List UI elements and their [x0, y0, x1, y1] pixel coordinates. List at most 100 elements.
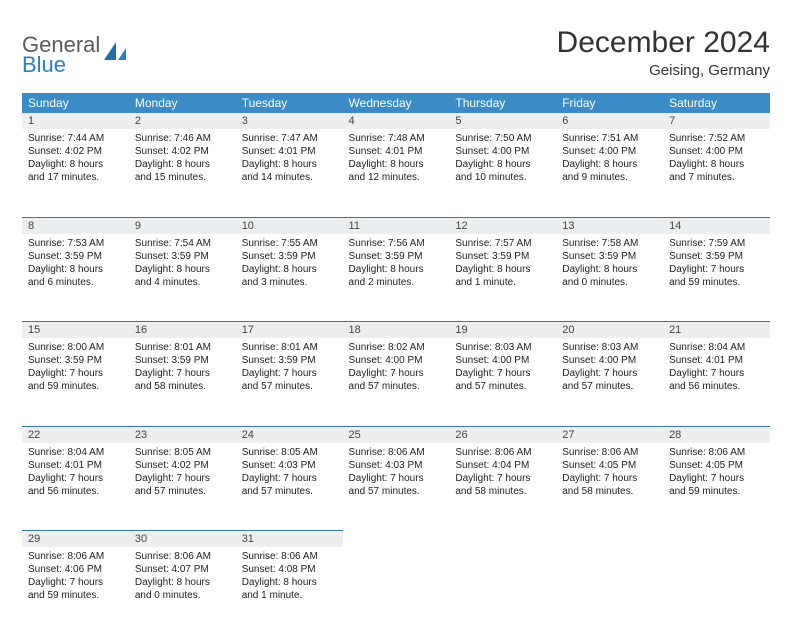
week-daynum-row: 15161718192021 — [22, 322, 770, 339]
day-number-cell: 18 — [343, 322, 450, 339]
week-content-row: Sunrise: 7:44 AMSunset: 4:02 PMDaylight:… — [22, 129, 770, 217]
week-daynum-row: 293031 — [22, 531, 770, 548]
day-content-cell: Sunrise: 8:06 AMSunset: 4:04 PMDaylight:… — [449, 443, 556, 531]
col-saturday: Saturday — [663, 93, 770, 113]
day-d1: Daylight: 7 hours — [242, 367, 337, 380]
day-sr: Sunrise: 8:02 AM — [349, 341, 444, 354]
day-d2: and 58 minutes. — [562, 485, 657, 498]
day-content-cell: Sunrise: 8:06 AMSunset: 4:06 PMDaylight:… — [22, 547, 129, 635]
day-ss: Sunset: 4:01 PM — [349, 145, 444, 158]
day-content-cell: Sunrise: 8:01 AMSunset: 3:59 PMDaylight:… — [236, 338, 343, 426]
day-number-cell: 1 — [22, 113, 129, 129]
day-d2: and 59 minutes. — [669, 276, 764, 289]
day-d1: Daylight: 7 hours — [135, 367, 230, 380]
day-content-cell — [343, 547, 450, 635]
day-ss: Sunset: 3:59 PM — [242, 250, 337, 263]
day-sr: Sunrise: 8:06 AM — [28, 550, 123, 563]
col-monday: Monday — [129, 93, 236, 113]
day-d1: Daylight: 7 hours — [455, 472, 550, 485]
day-d2: and 1 minute. — [242, 589, 337, 602]
day-d2: and 4 minutes. — [135, 276, 230, 289]
day-sr: Sunrise: 8:06 AM — [562, 446, 657, 459]
day-content-cell: Sunrise: 8:06 AMSunset: 4:05 PMDaylight:… — [556, 443, 663, 531]
day-content-cell — [663, 547, 770, 635]
day-sr: Sunrise: 8:01 AM — [135, 341, 230, 354]
day-d2: and 57 minutes. — [242, 380, 337, 393]
day-number-cell: 20 — [556, 322, 663, 339]
day-ss: Sunset: 3:59 PM — [135, 354, 230, 367]
day-sr: Sunrise: 8:00 AM — [28, 341, 123, 354]
page-header: General Blue December 2024 Geising, Germ… — [22, 20, 770, 85]
day-content-cell: Sunrise: 7:55 AMSunset: 3:59 PMDaylight:… — [236, 234, 343, 322]
week-content-row: Sunrise: 8:06 AMSunset: 4:06 PMDaylight:… — [22, 547, 770, 635]
weekday-header-row: Sunday Monday Tuesday Wednesday Thursday… — [22, 93, 770, 113]
day-content-cell: Sunrise: 7:47 AMSunset: 4:01 PMDaylight:… — [236, 129, 343, 217]
day-sr: Sunrise: 7:59 AM — [669, 237, 764, 250]
day-number-cell: 28 — [663, 426, 770, 443]
day-ss: Sunset: 4:00 PM — [455, 145, 550, 158]
day-d1: Daylight: 8 hours — [669, 158, 764, 171]
day-number-cell — [663, 531, 770, 548]
day-sr: Sunrise: 8:05 AM — [242, 446, 337, 459]
day-d1: Daylight: 7 hours — [455, 367, 550, 380]
logo-text: General Blue — [22, 34, 100, 76]
day-content-cell: Sunrise: 7:54 AMSunset: 3:59 PMDaylight:… — [129, 234, 236, 322]
day-number-cell — [556, 531, 663, 548]
day-number-cell: 31 — [236, 531, 343, 548]
day-d1: Daylight: 7 hours — [669, 367, 764, 380]
day-d2: and 7 minutes. — [669, 171, 764, 184]
day-d2: and 6 minutes. — [28, 276, 123, 289]
day-content-cell: Sunrise: 7:46 AMSunset: 4:02 PMDaylight:… — [129, 129, 236, 217]
day-content-cell: Sunrise: 8:06 AMSunset: 4:03 PMDaylight:… — [343, 443, 450, 531]
day-d2: and 57 minutes. — [562, 380, 657, 393]
logo-sail-icon — [102, 40, 128, 71]
week-daynum-row: 1234567 — [22, 113, 770, 129]
day-d1: Daylight: 7 hours — [669, 263, 764, 276]
day-d2: and 10 minutes. — [455, 171, 550, 184]
day-content-cell: Sunrise: 8:02 AMSunset: 4:00 PMDaylight:… — [343, 338, 450, 426]
day-sr: Sunrise: 8:06 AM — [242, 550, 337, 563]
day-number-cell: 16 — [129, 322, 236, 339]
day-ss: Sunset: 4:00 PM — [562, 145, 657, 158]
day-ss: Sunset: 3:59 PM — [28, 250, 123, 263]
day-sr: Sunrise: 8:06 AM — [349, 446, 444, 459]
col-thursday: Thursday — [449, 93, 556, 113]
calendar-page: General Blue December 2024 Geising, Germ… — [0, 0, 792, 612]
day-ss: Sunset: 4:02 PM — [135, 459, 230, 472]
day-content-cell: Sunrise: 8:04 AMSunset: 4:01 PMDaylight:… — [22, 443, 129, 531]
day-content-cell: Sunrise: 7:53 AMSunset: 3:59 PMDaylight:… — [22, 234, 129, 322]
day-content-cell: Sunrise: 7:51 AMSunset: 4:00 PMDaylight:… — [556, 129, 663, 217]
day-d2: and 15 minutes. — [135, 171, 230, 184]
day-ss: Sunset: 4:05 PM — [562, 459, 657, 472]
day-sr: Sunrise: 8:03 AM — [455, 341, 550, 354]
day-number-cell: 22 — [22, 426, 129, 443]
day-d1: Daylight: 7 hours — [28, 472, 123, 485]
day-ss: Sunset: 4:03 PM — [242, 459, 337, 472]
day-sr: Sunrise: 7:55 AM — [242, 237, 337, 250]
day-number-cell: 4 — [343, 113, 450, 129]
day-number-cell: 7 — [663, 113, 770, 129]
day-sr: Sunrise: 8:05 AM — [135, 446, 230, 459]
day-ss: Sunset: 4:00 PM — [669, 145, 764, 158]
day-d1: Daylight: 8 hours — [349, 158, 444, 171]
day-number-cell: 23 — [129, 426, 236, 443]
day-d1: Daylight: 8 hours — [28, 158, 123, 171]
day-ss: Sunset: 3:59 PM — [669, 250, 764, 263]
day-content-cell: Sunrise: 8:03 AMSunset: 4:00 PMDaylight:… — [449, 338, 556, 426]
day-number-cell: 21 — [663, 322, 770, 339]
day-sr: Sunrise: 7:57 AM — [455, 237, 550, 250]
day-d2: and 0 minutes. — [135, 589, 230, 602]
day-d1: Daylight: 8 hours — [349, 263, 444, 276]
page-title: December 2024 — [557, 26, 770, 60]
logo-word-blue: Blue — [22, 54, 100, 76]
day-number-cell: 25 — [343, 426, 450, 443]
day-content-cell — [449, 547, 556, 635]
day-d1: Daylight: 7 hours — [562, 472, 657, 485]
day-sr: Sunrise: 8:06 AM — [669, 446, 764, 459]
day-d1: Daylight: 8 hours — [562, 158, 657, 171]
day-content-cell — [556, 547, 663, 635]
day-d2: and 0 minutes. — [562, 276, 657, 289]
day-number-cell: 15 — [22, 322, 129, 339]
day-number-cell: 14 — [663, 217, 770, 234]
day-content-cell: Sunrise: 7:59 AMSunset: 3:59 PMDaylight:… — [663, 234, 770, 322]
